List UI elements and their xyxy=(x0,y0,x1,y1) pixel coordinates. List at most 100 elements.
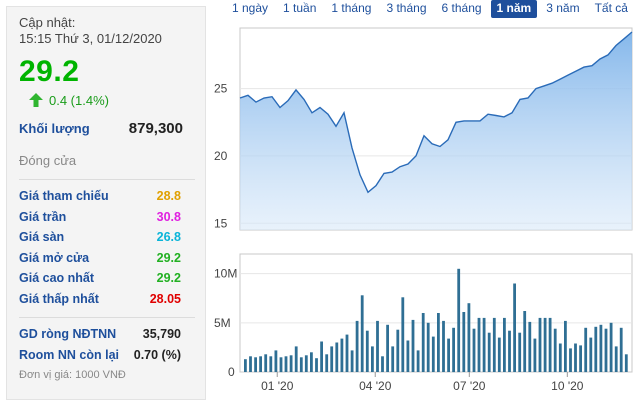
volume-bar xyxy=(274,350,278,372)
x-axis-tick: 04 '20 xyxy=(359,379,392,393)
foreign-room-label: Room NN còn lại xyxy=(19,347,120,362)
tab-6-months[interactable]: 6 tháng xyxy=(441,1,482,15)
volume-bar xyxy=(492,317,496,372)
volume-bar xyxy=(609,322,613,372)
tab-all[interactable]: Tất cả xyxy=(594,1,628,15)
volume-bar xyxy=(528,321,532,372)
stock-chart: 15 20 25 10M 5M 0 01 '20 04 '20 07 '20 10 '20 xyxy=(210,22,640,400)
volume-bar xyxy=(477,317,481,372)
volume-bar xyxy=(310,352,313,372)
volume-bar xyxy=(259,356,262,372)
tab-1-month[interactable]: 1 tháng xyxy=(331,1,372,15)
volume-bar xyxy=(543,317,547,372)
volume-bar xyxy=(569,348,572,372)
volume-bar xyxy=(330,346,334,372)
volume-bar xyxy=(497,337,501,372)
volume-bar xyxy=(594,326,598,372)
current-price: 29.2 xyxy=(19,55,80,88)
price-row-value: 30.8 xyxy=(156,209,181,224)
volume-bar xyxy=(508,330,511,372)
price-row-label: Giá trần xyxy=(19,209,67,224)
volume-row: Khối lượng 879,300 xyxy=(19,120,195,137)
price-row-high: Giá cao nhất 29.2 xyxy=(19,268,181,289)
chart-canvas: 15 20 25 10M 5M 0 01 '20 04 '20 07 '20 10 '20 xyxy=(214,27,633,393)
update-label: Cập nhật: xyxy=(19,15,76,30)
volume-bar xyxy=(447,338,450,372)
volume-bar xyxy=(376,320,379,372)
volume-bar xyxy=(457,268,461,373)
x-axis-tick: 10 '20 xyxy=(551,379,584,393)
volume-bar xyxy=(564,320,567,372)
volume-bar xyxy=(269,356,273,372)
volume-bar xyxy=(315,358,318,372)
volume-bar xyxy=(325,354,329,372)
volume-bar xyxy=(279,357,283,373)
volume-bar xyxy=(401,297,405,372)
price-axis-tick: 15 xyxy=(214,216,228,230)
volume-bar xyxy=(416,350,420,372)
volume-bar xyxy=(264,354,268,372)
price-row-label: Giá cao nhất xyxy=(19,271,95,286)
volume-axis-tick: 10M xyxy=(214,267,237,281)
volume-bar xyxy=(513,283,516,372)
volume-bar xyxy=(294,346,298,372)
volume-bar xyxy=(350,350,354,372)
volume-bar xyxy=(599,324,603,372)
volume-axis-tick: 0 xyxy=(228,365,235,379)
price-list: Giá tham chiếu 28.8 Giá trần 30.8 Giá sà… xyxy=(19,180,195,318)
price-row-value: 29.2 xyxy=(156,271,181,286)
volume-bar xyxy=(335,342,339,372)
tab-1-day[interactable]: 1 ngày xyxy=(232,1,269,15)
update-time: 15:15 Thứ 3, 01/12/2020 xyxy=(19,31,162,46)
price-row-label: Giá tham chiếu xyxy=(19,189,109,204)
volume-bar xyxy=(548,317,552,372)
volume-bar xyxy=(579,345,582,372)
price-row-value: 26.8 xyxy=(156,230,181,245)
volume-bar xyxy=(614,346,618,372)
price-row-label: Giá thấp nhất xyxy=(19,291,99,306)
foreign-trading: GD ròng NĐTNN 35,790 Room NN còn lại 0.7… xyxy=(19,318,195,381)
tab-1-year[interactable]: 1 năm xyxy=(490,0,538,18)
volume-axis-tick: 5M xyxy=(214,316,231,330)
x-axis-tick: 07 '20 xyxy=(453,379,486,393)
price-row-value: 29.2 xyxy=(156,250,181,265)
price-row-label: Giá sàn xyxy=(19,230,65,245)
volume-bar xyxy=(360,295,364,372)
volume-bar xyxy=(584,327,588,373)
volume-bar xyxy=(299,357,303,373)
tab-1-week[interactable]: 1 tuần xyxy=(283,1,317,15)
volume-panel-frame xyxy=(239,253,633,373)
price-axis-tick: 20 xyxy=(214,149,228,163)
volume-bar xyxy=(411,319,415,372)
volume-bar xyxy=(284,356,288,372)
price-row-value: 28.8 xyxy=(156,189,181,204)
tab-3-months[interactable]: 3 tháng xyxy=(386,1,427,15)
x-axis-tick: 01 '20 xyxy=(261,379,294,393)
volume-bar xyxy=(624,354,628,372)
volume-bar xyxy=(442,320,445,372)
price-change: 0.4 (1.4%) xyxy=(49,92,109,108)
price-row-low: Giá thấp nhất 28.05 xyxy=(19,289,181,310)
volume-bar xyxy=(320,341,323,372)
price-change-row: 0.4 (1.4%) xyxy=(19,92,195,108)
volume-bar xyxy=(558,343,562,372)
volume-bar xyxy=(391,346,395,372)
volume-bar xyxy=(254,357,257,373)
volume-bar xyxy=(452,327,455,373)
foreign-net-label: GD ròng NĐTNN xyxy=(19,327,117,342)
foreign-net-value: 35,790 xyxy=(142,327,181,342)
price-area-fill xyxy=(240,32,632,230)
volume-bar xyxy=(472,328,476,372)
volume-value: 879,300 xyxy=(128,120,183,137)
volume-bar xyxy=(345,334,349,372)
foreign-room-row: Room NN còn lại 0.70 (%) xyxy=(19,345,181,366)
volume-bar xyxy=(406,340,410,372)
volume-bar xyxy=(487,332,491,372)
foreign-net-row: GD ròng NĐTNN 35,790 xyxy=(19,324,181,345)
volume-bar xyxy=(437,313,440,372)
volume-bar xyxy=(289,355,293,372)
price-row-label: Giá mở cửa xyxy=(19,250,90,265)
price-row-ceiling: Giá trần 30.8 xyxy=(19,207,181,228)
price-axis-tick: 25 xyxy=(214,82,228,96)
tab-3-years[interactable]: 3 năm xyxy=(546,1,580,15)
